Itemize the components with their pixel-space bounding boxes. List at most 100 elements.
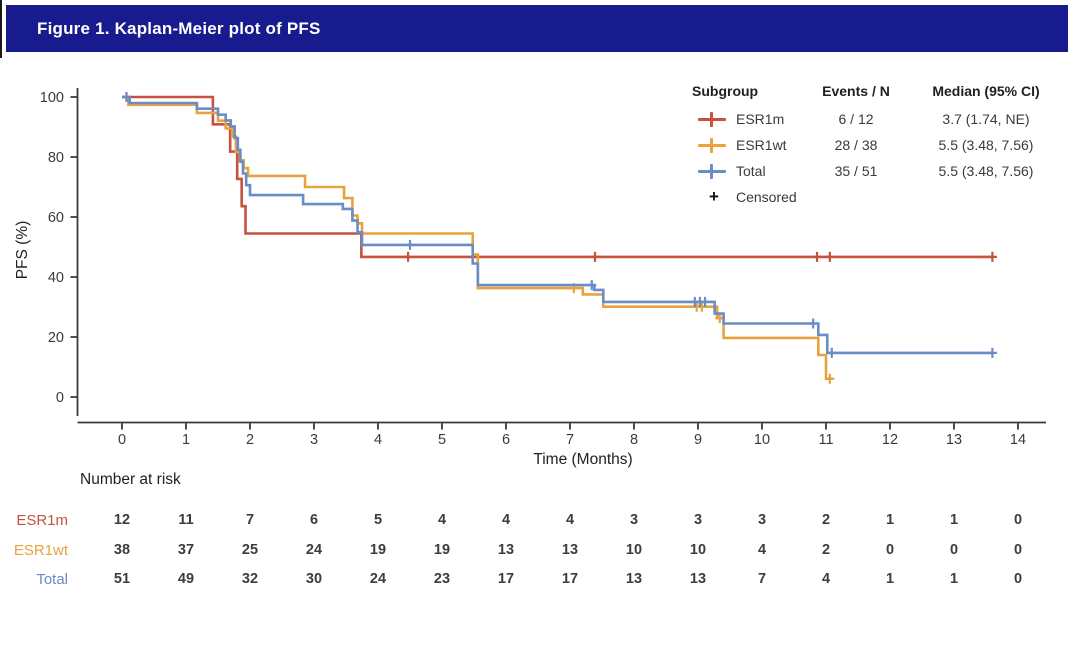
risk-value: 0 — [949, 541, 959, 558]
x-tick-label: 9 — [694, 432, 702, 448]
x-tick-label: 10 — [754, 432, 770, 448]
risk-value: 0 — [1013, 541, 1023, 558]
risk-value: 6 — [309, 512, 319, 528]
risk-value: 13 — [625, 571, 643, 587]
legend-row-esr1wt: ESR1wt 28 / 38 5.5 (3.48, 7.56) — [692, 132, 1070, 158]
x-tick-label: 2 — [246, 432, 254, 448]
risk-value: 10 — [625, 541, 643, 558]
x-tick-label: 7 — [566, 432, 574, 448]
risk-value: 2 — [821, 541, 831, 558]
censor-marker-total — [827, 347, 837, 358]
x-tick-label: 5 — [438, 432, 446, 448]
legend-row-total: Total 35 / 51 5.5 (3.48, 7.56) — [692, 158, 1070, 184]
legend-col-median: Median (95% CI) — [932, 83, 1040, 99]
risk-value: 13 — [497, 541, 515, 558]
risk-value: 24 — [369, 571, 387, 587]
y-axis-title: PFS (%) — [14, 221, 31, 280]
legend-series-label: Total — [736, 163, 766, 179]
x-tick-label: 12 — [882, 432, 898, 448]
censor-marker-total — [808, 318, 818, 329]
risk-row-label-total: Total — [36, 571, 68, 588]
risk-value: 7 — [757, 571, 767, 587]
legend-key-icon — [692, 133, 736, 157]
x-tick-label: 0 — [118, 432, 126, 448]
censor-marker-total — [987, 347, 997, 358]
x-tick-label: 6 — [502, 432, 510, 448]
risk-value: 4 — [821, 571, 831, 587]
x-tick-label: 14 — [1010, 432, 1026, 448]
risk-value: 0 — [1013, 512, 1023, 528]
censored-plus-icon: + — [709, 187, 719, 206]
risk-value: 13 — [561, 541, 579, 558]
legend-events-n: 6 / 12 — [838, 111, 874, 127]
censor-marker-esr1m — [812, 251, 822, 262]
censor-marker-esr1m — [590, 251, 600, 262]
legend-censored-row: + Censored — [692, 184, 1070, 210]
x-tick-label: 13 — [946, 432, 962, 448]
legend-median: 5.5 (3.48, 7.56) — [938, 163, 1034, 179]
risk-value: 17 — [497, 571, 515, 587]
censor-marker-esr1wt — [825, 373, 835, 384]
censor-marker-esr1m — [825, 251, 835, 262]
risk-table-title: Number at risk — [80, 471, 181, 488]
x-tick-label: 11 — [818, 432, 833, 448]
legend-col-subgroup: Subgroup — [692, 83, 759, 99]
plot-legend: Subgroup Events / N Median (95% CI) ESR1… — [692, 80, 1070, 210]
risk-value: 0 — [885, 541, 895, 558]
risk-value: 23 — [433, 571, 451, 587]
legend-row-esr1m: ESR1m 6 / 12 3.7 (1.74, NE) — [692, 106, 1070, 132]
risk-value: 51 — [113, 571, 131, 587]
legend-series-label: ESR1m — [736, 111, 785, 127]
risk-value: 5 — [373, 512, 383, 528]
figure-header-bar: Figure 1. Kaplan-Meier plot of PFS — [6, 5, 1068, 52]
censor-marker-total — [700, 296, 710, 307]
legend-censored-label: Censored — [736, 189, 797, 205]
legend-header-row: Subgroup Events / N Median (95% CI) — [692, 80, 1070, 106]
risk-value: 4 — [565, 512, 575, 528]
legend-median: 3.7 (1.74, NE) — [942, 111, 1030, 127]
risk-value: 4 — [501, 512, 511, 528]
risk-value: 30 — [305, 571, 323, 587]
risk-value: 1 — [949, 512, 959, 528]
risk-value: 11 — [178, 512, 194, 528]
risk-row-label-esr1wt: ESR1wt — [13, 541, 68, 559]
y-tick-label: 20 — [48, 330, 64, 346]
risk-value: 3 — [629, 512, 639, 528]
censor-marker-total — [405, 239, 415, 250]
y-tick-label: 40 — [48, 270, 64, 286]
legend-key-icon — [692, 159, 736, 183]
risk-row-label-esr1m: ESR1m — [16, 512, 68, 529]
censor-marker-esr1m — [403, 251, 413, 262]
y-tick-label: 80 — [48, 150, 64, 166]
y-tick-label: 60 — [48, 210, 64, 226]
risk-value: 37 — [177, 541, 195, 558]
risk-value: 25 — [241, 541, 259, 558]
legend-events-n: 35 / 51 — [834, 163, 878, 179]
x-tick-label: 1 — [182, 432, 190, 448]
risk-value: 12 — [113, 512, 131, 528]
risk-value: 2 — [821, 512, 831, 528]
legend-rows: ESR1m 6 / 12 3.7 (1.74, NE) ESR1wt 28 / … — [692, 106, 1070, 184]
risk-value: 19 — [369, 541, 387, 558]
figure-title: Figure 1. Kaplan-Meier plot of PFS — [37, 19, 321, 38]
legend-key-icon — [692, 107, 736, 131]
risk-value: 1 — [949, 571, 959, 587]
risk-value: 49 — [177, 571, 195, 587]
censor-marker-total — [587, 280, 597, 291]
legend-col-events: Events / N — [822, 83, 890, 99]
risk-value: 4 — [437, 512, 447, 528]
legend-series-label: ESR1wt — [736, 137, 787, 153]
risk-value: 10 — [689, 541, 707, 558]
risk-value: 3 — [693, 512, 703, 528]
risk-value: 3 — [757, 512, 767, 528]
x-tick-label: 4 — [374, 432, 382, 448]
km-curve-esr1m — [122, 95, 993, 259]
legend-median: 5.5 (3.48, 7.56) — [938, 137, 1034, 153]
risk-value: 4 — [757, 541, 767, 558]
x-tick-label: 8 — [630, 432, 638, 448]
censor-marker-total — [121, 92, 131, 102]
y-tick-label: 0 — [56, 390, 64, 406]
risk-value: 17 — [561, 571, 579, 587]
risk-value: 7 — [245, 512, 255, 528]
